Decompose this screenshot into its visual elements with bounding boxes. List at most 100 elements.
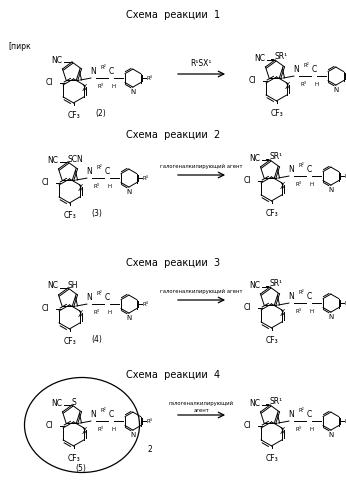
Text: N: N <box>130 89 136 95</box>
Text: R⁴: R⁴ <box>143 176 149 181</box>
Text: Cl: Cl <box>46 78 54 87</box>
Text: H: H <box>108 184 112 189</box>
Text: X: X <box>78 185 83 194</box>
Text: X: X <box>280 428 285 437</box>
Text: [пирк: [пирк <box>8 42 31 51</box>
Text: SH: SH <box>67 281 78 290</box>
Text: CF₃: CF₃ <box>265 336 278 345</box>
Text: C: C <box>104 167 109 176</box>
Text: Cl: Cl <box>249 76 256 85</box>
Text: R³: R³ <box>301 82 307 87</box>
Text: R³: R³ <box>94 184 100 189</box>
Text: N: N <box>328 314 334 320</box>
Text: X: X <box>280 183 285 192</box>
Text: CF₃: CF₃ <box>67 454 80 463</box>
Text: C: C <box>306 292 311 301</box>
Text: (5): (5) <box>75 464 86 473</box>
Text: CF₃: CF₃ <box>270 109 283 118</box>
Text: N: N <box>328 432 334 438</box>
Text: H: H <box>112 427 116 432</box>
Text: N: N <box>130 432 136 438</box>
Text: H: H <box>310 182 314 187</box>
Text: R¹SX¹: R¹SX¹ <box>190 59 212 68</box>
Text: N: N <box>293 65 299 74</box>
Text: CF₃: CF₃ <box>67 111 80 120</box>
Text: NC: NC <box>47 156 58 165</box>
Text: NC: NC <box>249 399 260 408</box>
Text: R⁴: R⁴ <box>345 300 346 305</box>
Text: H: H <box>310 309 314 314</box>
Text: SR¹: SR¹ <box>274 52 288 61</box>
Text: N: N <box>126 189 131 195</box>
Text: R⁴: R⁴ <box>143 301 149 306</box>
Text: R²: R² <box>97 291 103 296</box>
Text: R²: R² <box>97 165 103 170</box>
Text: R²: R² <box>299 163 305 168</box>
Text: 2: 2 <box>148 446 153 455</box>
Text: H: H <box>315 82 319 87</box>
Text: R²: R² <box>299 290 305 295</box>
Text: Cl: Cl <box>244 177 252 186</box>
Text: N: N <box>90 410 96 419</box>
Text: NC: NC <box>47 281 58 290</box>
Text: Схема  реакции  2: Схема реакции 2 <box>126 130 220 140</box>
Text: R³: R³ <box>94 310 100 315</box>
Text: C: C <box>306 165 311 174</box>
Text: Схема  реакции  1: Схема реакции 1 <box>126 10 220 20</box>
Text: Схема  реакции  4: Схема реакции 4 <box>126 370 220 380</box>
Text: SR¹: SR¹ <box>269 152 282 161</box>
Text: (2): (2) <box>95 109 106 118</box>
Text: галогеналкилирующий агент: галогеналкилирующий агент <box>160 289 242 294</box>
Text: X: X <box>78 310 83 319</box>
Text: Cl: Cl <box>42 304 49 313</box>
Text: C: C <box>108 67 113 76</box>
Text: галогеналкилирующий: галогеналкилирующий <box>169 401 234 406</box>
Text: H: H <box>310 427 314 432</box>
Text: H: H <box>108 310 112 315</box>
Text: R²: R² <box>101 408 107 413</box>
Text: Cl: Cl <box>244 422 252 431</box>
Text: R²: R² <box>101 65 107 70</box>
Text: SR¹: SR¹ <box>269 397 282 406</box>
Text: X: X <box>280 309 285 318</box>
Text: CF₃: CF₃ <box>265 209 278 218</box>
Text: NC: NC <box>249 280 260 289</box>
Text: R²: R² <box>299 408 305 413</box>
Text: NC: NC <box>254 53 265 62</box>
Text: R⁴: R⁴ <box>345 174 346 179</box>
Text: NC: NC <box>249 154 260 163</box>
Text: Cl: Cl <box>42 179 49 188</box>
Text: галогеналкилирующий агент: галогеналкилирующий агент <box>160 164 242 169</box>
Text: SCN: SCN <box>67 155 83 164</box>
Text: X: X <box>82 84 87 93</box>
Text: CF₃: CF₃ <box>63 211 76 220</box>
Text: Cl: Cl <box>244 303 252 312</box>
Text: N: N <box>288 165 294 174</box>
Text: Cl: Cl <box>46 422 54 431</box>
Text: R³: R³ <box>296 309 302 314</box>
Text: Схема  реакции  3: Схема реакции 3 <box>126 258 220 268</box>
Text: агент: агент <box>193 408 209 413</box>
Text: R²: R² <box>304 63 310 68</box>
Text: H: H <box>112 84 116 89</box>
Text: R⁴: R⁴ <box>147 419 153 424</box>
Text: R³: R³ <box>98 427 104 432</box>
Text: R³: R³ <box>296 182 302 187</box>
Text: CF₃: CF₃ <box>265 454 278 463</box>
Text: N: N <box>90 67 96 76</box>
Text: N: N <box>86 167 92 176</box>
Text: R⁴: R⁴ <box>345 419 346 424</box>
Text: R³: R³ <box>296 427 302 432</box>
Text: NC: NC <box>51 399 62 408</box>
Text: R⁴: R⁴ <box>147 75 153 81</box>
Text: N: N <box>126 315 131 321</box>
Text: S: S <box>71 398 76 407</box>
Text: NC: NC <box>51 55 62 64</box>
Text: C: C <box>104 293 109 302</box>
Text: N: N <box>288 292 294 301</box>
Text: X: X <box>82 428 87 437</box>
Text: C: C <box>108 410 113 419</box>
Text: N: N <box>333 87 338 93</box>
Text: C: C <box>311 65 317 74</box>
Text: SR¹: SR¹ <box>269 279 282 288</box>
